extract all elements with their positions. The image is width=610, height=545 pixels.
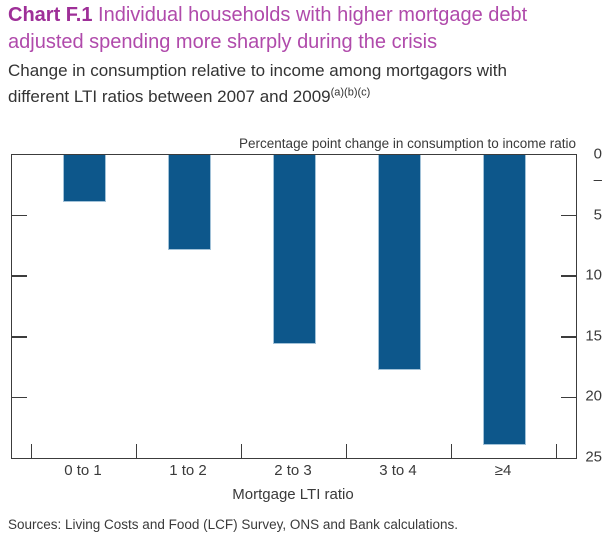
x-axis-tick: [30, 444, 33, 458]
y-axis-tick-right: [561, 275, 576, 277]
x-axis-tick: [240, 444, 243, 458]
y-axis-units-label: Percentage point change in consumption t…: [239, 136, 576, 151]
y-axis-tick-right: [561, 396, 576, 399]
chart-subtitle-text: Change in consumption relative to income…: [8, 61, 507, 106]
bar-4: [377, 155, 421, 370]
y-tick-label: 15: [585, 327, 602, 345]
chart-title-text: Individual households with higher mortga…: [8, 4, 528, 53]
y-axis-tick-left: [12, 396, 27, 399]
bar-5: [482, 155, 526, 445]
sources-note: Sources: Living Costs and Food (LCF) Sur…: [8, 517, 458, 532]
bar-2: [167, 155, 211, 250]
chart-number: Chart F.1: [8, 4, 93, 26]
x-axis-tick: [450, 444, 453, 458]
y-tick-label: 25: [585, 448, 602, 466]
y-axis-tick-left: [12, 336, 27, 338]
chart-title: Chart F.1 Individual households with hig…: [8, 2, 604, 56]
bar-3: [272, 155, 316, 345]
x-category-label: 1 to 2: [169, 462, 207, 479]
chart-subtitle: Change in consumption relative to income…: [8, 58, 556, 110]
footnote-markers: (a)(b)(c): [330, 86, 371, 99]
x-axis-labels: 0 to 1 1 to 2 2 to 3 3 to 4 ≥4: [11, 462, 575, 480]
y-tick-label: 5: [593, 206, 602, 224]
y-axis-tick-right: [561, 336, 576, 338]
y-axis-labels: 0 5 10 15 20 25 –: [578, 146, 602, 466]
x-category-label: 0 to 1: [64, 462, 102, 479]
x-axis-title: Mortgage LTI ratio: [232, 486, 354, 503]
plot-area: [11, 154, 577, 459]
x-axis-tick: [135, 444, 138, 458]
y-tick-label: 0: [593, 145, 602, 163]
y-tick-label: 20: [585, 387, 602, 405]
y-tick-label: 10: [585, 266, 602, 284]
y-axis-minus-sign: –: [593, 171, 602, 189]
x-category-label: 3 to 4: [379, 462, 417, 479]
x-category-label: 2 to 3: [274, 462, 312, 479]
y-axis-tick-right: [561, 214, 576, 217]
y-axis-tick-left: [12, 275, 27, 277]
x-category-label: ≥4: [494, 462, 512, 479]
x-axis-tick: [555, 444, 558, 458]
bar-1: [62, 155, 106, 203]
y-axis-tick-left: [12, 214, 27, 217]
x-axis-tick: [345, 444, 348, 458]
